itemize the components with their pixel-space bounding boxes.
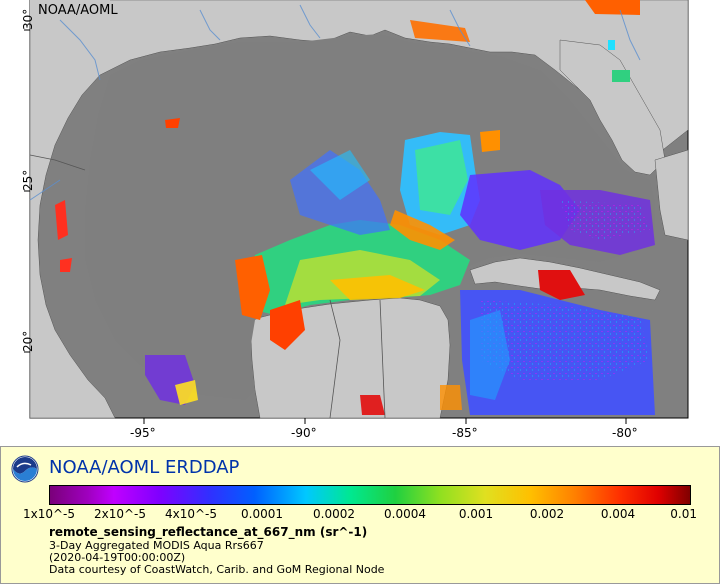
corner-label-bg [30,0,110,18]
map-area: NOAA/AOML -95° -90° -85° -80° 30° 25° 20… [21,0,689,440]
colorbar-label: 0.001 [458,507,494,521]
lat-tick-label: 25° [21,170,35,191]
land-bahamas [654,149,689,241]
lon-tick-label: -95° [130,426,156,440]
data-credit: Data courtesy of CoastWatch, Carib. and … [49,563,385,576]
noaa-logo-icon [11,455,39,483]
lat-tick-label: 30° [21,9,35,30]
colorbar-label: 0.0002 [313,507,355,521]
legend-title: NOAA/AOML ERDDAP [49,457,240,478]
colorbar-label: 1x10^-5 [22,507,76,521]
variable-name: remote_sensing_reflectance_at_667_nm (sr… [49,525,368,539]
country-borders [29,154,386,419]
colorbar-label: 0.01 [670,507,698,521]
lon-tick-label: -80° [612,426,638,440]
lat-tick-label: 20° [21,331,35,352]
colorbar-label: 0.0001 [241,507,283,521]
corner-label: NOAA/AOML [38,3,118,18]
colorbar-label: 0.0004 [384,507,426,521]
map-canvas: NOAA/AOML -95° -90° -85° -80° 30° 25° 20… [21,0,689,440]
lon-tick-label: -90° [291,426,317,440]
rivers [29,4,641,201]
dataset-name: 3-Day Aggregated MODIS Aqua Rrs667 [49,539,264,552]
colorbar-label: 2x10^-5 [93,507,147,521]
reflectance-data [55,0,655,415]
colorbar-label: 0.002 [529,507,565,521]
colorbar [49,485,691,505]
legend-panel: NOAA/AOML ERDDAP 1x10^-5 2x10^-5 4x10^-5… [0,446,720,584]
colorbar-label: 4x10^-5 [164,507,218,521]
land-masses [29,0,689,419]
axis-ticks [24,29,627,424]
time-stamp: (2020-04-19T00:00:00Z) [49,551,186,564]
colorbar-label: 0.004 [600,507,636,521]
lon-tick-label: -85° [452,426,478,440]
